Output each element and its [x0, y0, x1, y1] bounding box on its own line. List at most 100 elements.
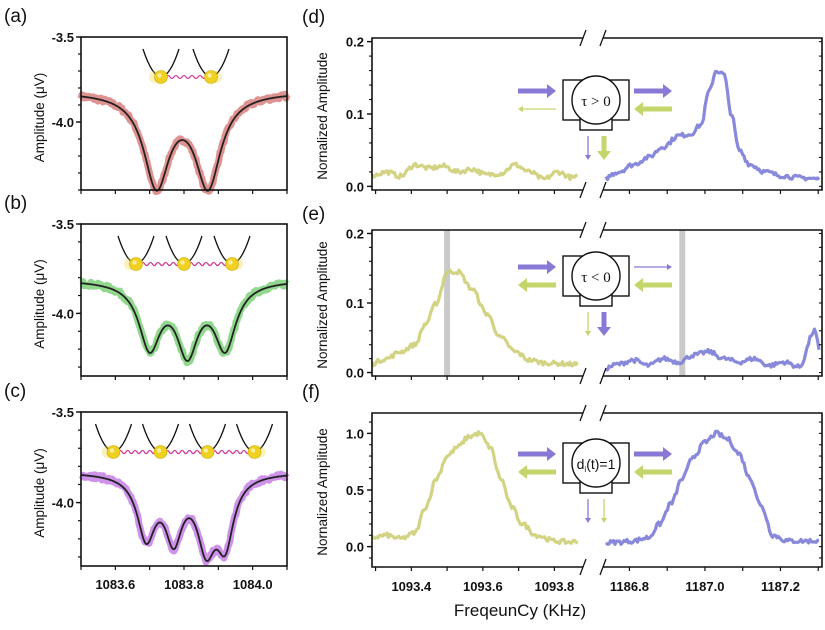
panel-label: (d) [302, 7, 325, 28]
y-tick-label: 0.5 [346, 483, 364, 498]
y-tick-label: -3.5 [52, 405, 74, 420]
x-axis-title: FreqeunCy (KHz) [454, 601, 586, 620]
y-axis-title: Nornalized Amplitude [315, 428, 330, 556]
y-tick-label: -4.0 [52, 496, 74, 511]
spectrum-series-line [370, 161, 579, 182]
plot-frame-left [371, 37, 583, 191]
data-series-line [78, 278, 290, 367]
arrow-out-left-yellow-icon [518, 106, 523, 112]
spectrum-series-line [370, 430, 579, 545]
axis-break-mark [579, 367, 587, 385]
panel-d: (d) Nornalized Amplitude 0.0 0.1 0.2 τ > 0 [302, 7, 823, 199]
y-tick-label: -3.5 [52, 217, 74, 232]
panel-label: (b) [4, 193, 27, 214]
axis-break-mark [599, 367, 607, 385]
fit-series-line [80, 474, 288, 563]
data-series-line [77, 90, 291, 196]
ion-highlight [207, 73, 212, 78]
y-tick-label: 0.0 [346, 366, 364, 381]
y-tick-label: 0.1 [346, 296, 364, 311]
axis-break-mark [599, 404, 607, 422]
arrow-in-right-yellow-icon [634, 465, 643, 479]
y-tick-label: -4.0 [52, 115, 74, 130]
x-tick-label: 1187.0 [685, 579, 724, 594]
arrow-down-purple-icon [585, 155, 591, 160]
panel-b: (b) Amplitude (μV) -3.5 -4.0 [4, 193, 290, 380]
y-tick-label: 0.1 [346, 107, 364, 122]
y-axis-title: Nornalized Amplitude [315, 52, 330, 180]
arrow-in-left-purple-icon [547, 260, 556, 274]
fit-series-line [80, 282, 288, 362]
x-tick-label: 1093.8 [535, 579, 575, 594]
panel-e: (e) Nornalized Amplitude 0.0 0.1 0.2 τ < 0 [302, 204, 823, 385]
x-tick-label: 1083.8 [164, 577, 204, 592]
plot-frame-right [603, 37, 823, 191]
ion-highlight [157, 73, 162, 78]
y-tick-label: 1.0 [346, 426, 364, 441]
arrow-down-purple-icon [597, 327, 611, 336]
arrow-out-left-yellow-icon [518, 465, 527, 479]
panel-a: (a) Amplitude (μV) -3.5 -4.0 [4, 6, 291, 196]
arrow-down-yellow-icon [585, 331, 591, 336]
panel-label: (f) [302, 382, 320, 403]
axis-break-mark [579, 181, 587, 199]
y-tick-label: -4.0 [52, 306, 74, 321]
arrow-out-right-purple-icon [663, 84, 672, 98]
spring-coupling-icon [211, 449, 251, 455]
y-axis-title: Amplitude (μV) [32, 73, 47, 163]
circulator-label: τ > 0 [581, 94, 611, 110]
ion-highlight [132, 260, 137, 265]
axis-break-mark [599, 181, 607, 199]
circulator-circle [571, 75, 621, 125]
ion-highlight [109, 448, 115, 453]
circulator-label: τ < 0 [581, 270, 611, 286]
plot-frame [80, 411, 288, 567]
axis-break-mark [579, 404, 587, 422]
circulator-circle [571, 251, 621, 301]
y-tick-label: 0.0 [346, 540, 364, 555]
circulator-label: di(t)=1 [577, 456, 616, 474]
panel-label: (a) [4, 6, 27, 27]
arrow-down-yellow-icon [597, 151, 611, 160]
y-axis-title: Nornalized Amplitude [315, 241, 330, 369]
highlight-band [444, 230, 451, 376]
arrow-in-left-purple-icon [547, 447, 556, 461]
axis-break-mark [599, 29, 607, 47]
axis-break-mark [579, 221, 587, 239]
spectrum-series-line [605, 327, 821, 372]
ion-highlight [228, 260, 233, 265]
x-tick-label: 1093.6 [463, 579, 503, 594]
arrow-out-right-purple-icon [667, 264, 672, 270]
ion-highlight [180, 260, 185, 265]
arrow-in-left-purple-icon [547, 84, 556, 98]
arrow-in-right-yellow-icon [634, 278, 643, 292]
x-tick-label: 1083.6 [95, 577, 135, 592]
ion-highlight [250, 448, 256, 453]
y-axis-title: Amplitude (μV) [32, 259, 47, 349]
spectrum-series-line [370, 268, 579, 368]
spectrum-series-line [604, 429, 820, 546]
arrow-out-left-yellow-icon [518, 278, 527, 292]
circulator-circle [571, 438, 621, 488]
axis-break-mark [599, 221, 607, 239]
axis-break-mark [599, 558, 607, 576]
arrow-down-purple-icon [585, 518, 591, 523]
spring-coupling-icon [164, 449, 204, 455]
highlight-band [679, 230, 686, 376]
arrow-in-right-yellow-icon [634, 102, 643, 116]
y-axis-title: Amplitude (μV) [32, 448, 47, 538]
x-tick-label: 1093.4 [391, 579, 432, 594]
y-tick-label: 0.2 [346, 226, 364, 241]
x-tick-label: 1186.8 [610, 579, 649, 594]
data-series-line [78, 470, 290, 566]
axis-break-mark [579, 558, 587, 576]
panel-c: (c) Amplitude (μV) -3.5 -4.0 1083.6 1083.8 108… [4, 381, 290, 592]
spring-coupling-icon [165, 74, 207, 80]
spring-coupling-icon [188, 261, 228, 267]
spring-coupling-icon [117, 449, 157, 455]
axis-break-mark [579, 29, 587, 47]
x-tick-label: 1084.0 [233, 577, 273, 592]
arrow-out-right-purple-icon [663, 447, 672, 461]
y-tick-label: -3.5 [52, 30, 74, 45]
